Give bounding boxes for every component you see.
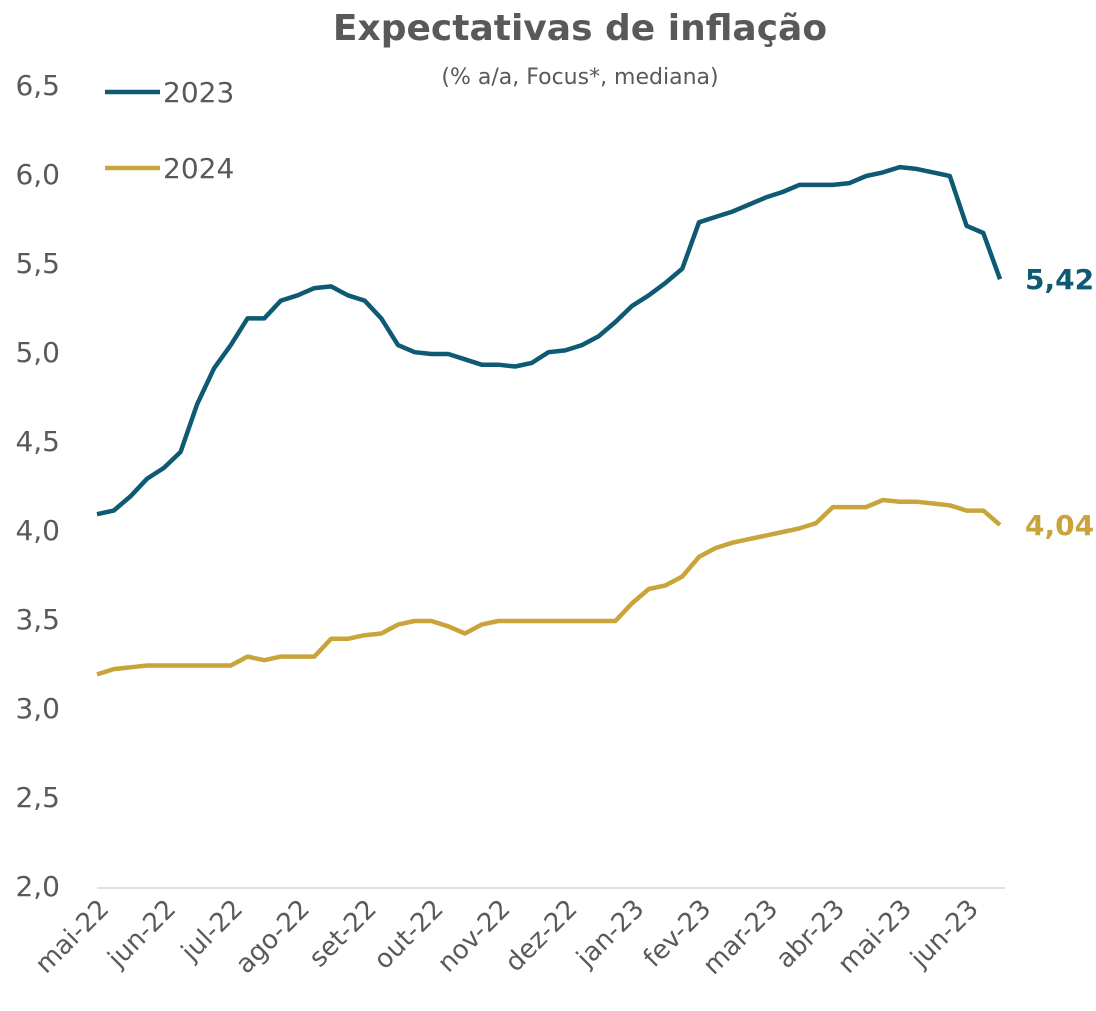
x-tick-label: mai-22 — [30, 894, 116, 980]
y-tick-label: 5,0 — [15, 336, 60, 369]
x-tick-label: mai-23 — [832, 894, 918, 980]
y-tick-label: 2,5 — [15, 781, 60, 814]
y-tick-label: 6,5 — [15, 69, 60, 102]
legend-label: 2024 — [163, 152, 234, 185]
y-tick-label: 5,5 — [15, 247, 60, 280]
y-tick-label: 6,0 — [15, 158, 60, 191]
x-tick-label: set-22 — [303, 894, 382, 973]
y-tick-label: 4,5 — [15, 425, 60, 458]
x-tick-label: nov-22 — [432, 894, 517, 979]
chart-title: Expectativas de inflação — [333, 8, 827, 49]
value-label: 4,04 — [1025, 509, 1094, 542]
y-tick-label: 3,5 — [15, 603, 60, 636]
chart-subtitle: (% a/a, Focus*, mediana) — [441, 65, 718, 90]
x-tick-label: jun-22 — [102, 894, 182, 974]
legend-label: 2023 — [163, 76, 234, 109]
value-label: 5,42 — [1025, 263, 1094, 296]
series-line — [96, 497, 1002, 677]
x-tick-label: jun-23 — [904, 894, 984, 974]
y-tick-label: 4,0 — [15, 514, 60, 547]
x-tick-label: jan-23 — [570, 894, 650, 974]
x-tick-label: mar-23 — [697, 894, 784, 981]
x-tick-label: dez-22 — [500, 894, 584, 978]
y-tick-label: 2,0 — [15, 870, 60, 903]
y-tick-label: 3,0 — [15, 692, 60, 725]
series-line — [96, 164, 1003, 517]
x-tick-label: ago-22 — [230, 894, 316, 980]
